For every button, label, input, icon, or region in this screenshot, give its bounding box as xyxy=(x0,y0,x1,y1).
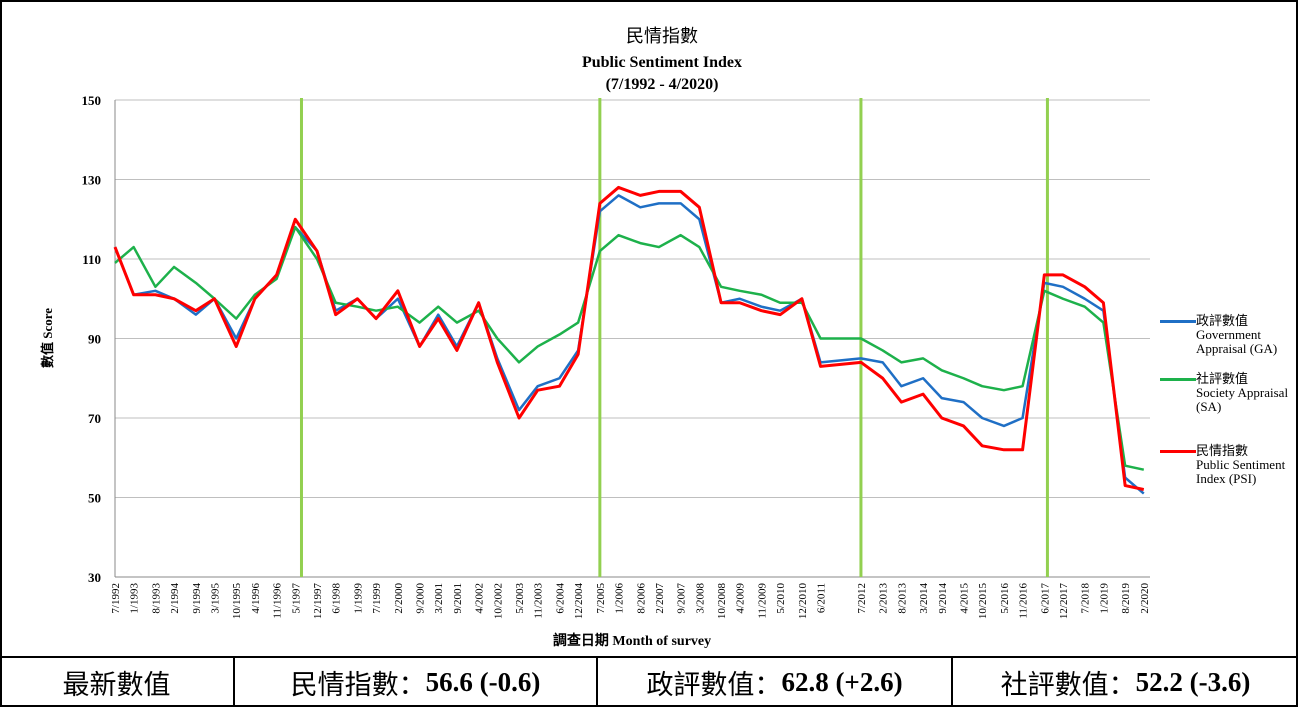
x-tick-label: 5/2010 xyxy=(775,583,787,614)
table-cell: 政評數值： 62.8 (+2.6) xyxy=(596,658,951,707)
x-tick-label: 1/2019 xyxy=(1098,583,1110,614)
cell-value: 56.6 (-0.6) xyxy=(425,667,541,697)
legend-name-en: Society Appraisal (SA) xyxy=(1196,385,1289,414)
x-tick-label: 10/1995 xyxy=(231,583,243,620)
legend-swatch xyxy=(1160,450,1196,453)
x-tick-label: 11/1996 xyxy=(272,583,284,619)
x-tick-label: 6/2017 xyxy=(1039,583,1051,614)
table-label: 最新數值 xyxy=(62,670,171,700)
x-tick-label: 9/2000 xyxy=(415,583,427,614)
table-cell: 社評數值： 52.2 (-3.6) xyxy=(951,658,1298,707)
x-tick-label: 12/2004 xyxy=(573,583,585,620)
x-tick-label: 6/2011 xyxy=(816,583,828,613)
x-tick-label: 4/2015 xyxy=(959,583,971,614)
x-tick-label: 11/2009 xyxy=(756,583,768,619)
y-tick-label: 110 xyxy=(82,252,101,267)
x-tick-label: 12/1997 xyxy=(312,583,324,620)
cell-value: 62.8 (+2.6) xyxy=(781,667,903,697)
x-tick-label: 2/1994 xyxy=(169,583,181,614)
x-tick-label: 6/1998 xyxy=(331,583,343,614)
chart-subtitle: Public Sentiment Index xyxy=(582,54,742,71)
x-tick-label: 7/2012 xyxy=(856,583,868,614)
x-tick-label: 11/2003 xyxy=(533,583,545,619)
x-tick-label: 10/2008 xyxy=(716,583,728,620)
x-tick-label: 2/2020 xyxy=(1139,583,1151,614)
legend-item: 民情指數 Public Sentiment Index (PSI) xyxy=(1160,444,1296,486)
legend-name-en: Public Sentiment Index (PSI) xyxy=(1196,457,1286,486)
x-tick-label: 5/2003 xyxy=(514,583,526,614)
x-tick-label: 8/2006 xyxy=(635,583,647,614)
legend-name-en: Government Appraisal (GA) xyxy=(1196,327,1278,356)
x-axis-title: 調查日期 Month of survey xyxy=(553,632,711,649)
x-tick-label: 9/1994 xyxy=(191,583,203,614)
series-line xyxy=(113,185,1145,492)
x-tick-label: 3/2001 xyxy=(433,583,445,614)
x-tick-label: 9/2007 xyxy=(676,583,688,614)
x-tick-label: 9/2001 xyxy=(452,583,464,614)
x-tick-label: 1/1999 xyxy=(352,583,364,614)
x-tick-label: 6/2004 xyxy=(554,583,566,614)
cell-value: 52.2 (-3.6) xyxy=(1135,667,1251,697)
x-tick-label: 1/1993 xyxy=(129,583,141,614)
y-tick-label: 130 xyxy=(82,173,102,188)
x-tick-label: 5/2016 xyxy=(999,583,1011,614)
y-tick-label: 70 xyxy=(88,411,101,426)
x-tick-label: 3/2008 xyxy=(694,583,706,614)
series-line xyxy=(114,225,1145,471)
y-tick-label: 50 xyxy=(88,491,101,506)
x-tick-label: 10/2015 xyxy=(977,583,989,620)
cell-name: 民情指數： xyxy=(290,670,426,700)
x-tick-label: 3/2014 xyxy=(918,583,930,614)
x-tick-label: 8/1993 xyxy=(150,583,162,614)
x-tick-label: 4/1996 xyxy=(250,583,262,614)
x-tick-label: 9/2014 xyxy=(937,583,949,614)
legend-item: 政評數值 Government Appraisal (GA) xyxy=(1160,314,1296,356)
cell-name: 社評數值： xyxy=(1000,670,1136,700)
legend-name: 政評數值 xyxy=(1196,313,1249,328)
y-tick-label: 30 xyxy=(88,570,101,585)
x-tick-label: 7/2018 xyxy=(1080,583,1092,614)
x-tick-label: 8/2019 xyxy=(1120,583,1132,614)
x-tick-label: 2/2000 xyxy=(393,583,405,614)
chart-period: (7/1992 - 4/2020) xyxy=(606,76,719,93)
y-axis-title: 數值 Score xyxy=(40,308,55,368)
legend-item: 社評數值 Society Appraisal (SA) xyxy=(1160,372,1296,414)
x-tick-label: 2/2007 xyxy=(654,583,666,614)
x-tick-label: 11/2016 xyxy=(1018,583,1030,619)
x-tick-label: 7/2005 xyxy=(595,583,607,614)
legend-swatch xyxy=(1160,378,1196,381)
y-tick-label: 150 xyxy=(82,93,102,108)
y-tick-label: 90 xyxy=(88,332,101,347)
x-tick-label: 2/2013 xyxy=(878,583,890,614)
x-tick-label: 12/2017 xyxy=(1058,583,1070,620)
x-tick-label: 10/2002 xyxy=(492,583,504,619)
x-tick-label: 5/1997 xyxy=(290,583,302,614)
cell-name: 政評數值： xyxy=(646,670,782,700)
x-tick-label: 3/1995 xyxy=(209,583,221,614)
x-tick-label: 1/2006 xyxy=(614,583,626,614)
x-tick-label: 12/2010 xyxy=(797,583,809,620)
x-tick-label: 7/1992 xyxy=(110,583,122,614)
chart-title: 民情指數 xyxy=(626,26,698,46)
legend-swatch xyxy=(1160,320,1196,323)
table-cell: 民情指數： 56.6 (-0.6) xyxy=(233,658,596,707)
legend-name: 社評數值 xyxy=(1196,371,1249,386)
x-tick-label: 4/2009 xyxy=(735,583,747,614)
x-tick-label: 8/2013 xyxy=(896,583,908,614)
x-tick-label: 7/1999 xyxy=(371,583,383,614)
x-tick-label: 4/2002 xyxy=(474,583,486,614)
legend-name: 民情指數 xyxy=(1196,443,1249,458)
latest-table: 最新數值 民情指數： 56.6 (-0.6) 政評數值： 62.8 (+2.6) 社評數值… xyxy=(0,656,1298,707)
